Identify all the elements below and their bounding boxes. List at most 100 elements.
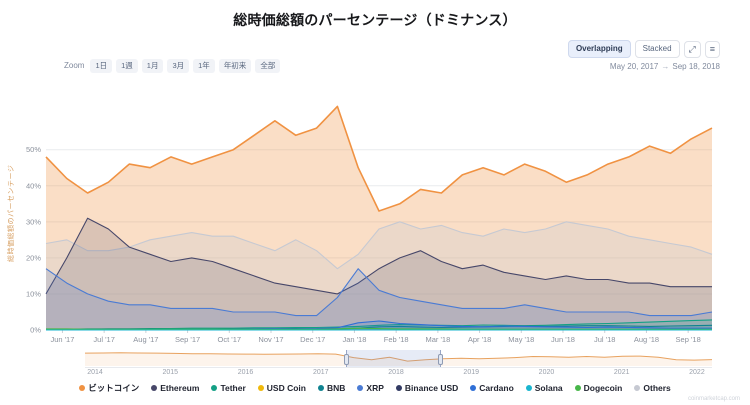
zoom-option-年初来[interactable]: 年初来 xyxy=(218,59,252,73)
legend-label: Solana xyxy=(534,383,563,393)
series-line[interactable] xyxy=(45,221,713,270)
legend-label: Tether xyxy=(220,383,246,393)
zoom-controls: Zoom 1日 1週 1月 3月 1年 年初来 全部 xyxy=(64,59,281,73)
y-tick-label: 0% xyxy=(30,326,41,335)
stacked-button[interactable]: Stacked xyxy=(634,40,680,58)
legend-label: USD Coin xyxy=(266,383,306,393)
x-tick-label: Jun '18 xyxy=(551,335,575,344)
legend-label: Ethereum xyxy=(160,383,200,393)
legend-label: Dogecoin xyxy=(583,383,623,393)
x-tick-label: Apr '18 xyxy=(468,335,492,344)
chart-mode-buttons: Overlapping Stacked ⤢ ≡ xyxy=(567,40,720,58)
x-tick-label: Oct '17 xyxy=(218,335,242,344)
zoom-option-1日[interactable]: 1日 xyxy=(90,59,113,73)
nav-handle-right-icon[interactable] xyxy=(438,354,444,365)
series-area xyxy=(46,221,712,330)
y-tick-label: 40% xyxy=(26,181,41,190)
nav-year-label: 2022 xyxy=(689,369,705,376)
legend-item[interactable]: Tether xyxy=(211,383,246,393)
legend-dot-icon xyxy=(79,385,86,391)
y-tick-label: 50% xyxy=(26,145,41,154)
legend-dot-icon xyxy=(211,385,218,391)
legend-dot-icon xyxy=(470,385,477,391)
nav-years: 2014 2015 2016 2017 2018 2019 2020 2021 2022 xyxy=(85,369,712,379)
legend-dot-icon xyxy=(525,385,532,391)
nav-year-label: 2017 xyxy=(312,369,329,376)
series-area xyxy=(46,319,712,330)
series-line[interactable] xyxy=(45,268,713,317)
x-tick-label: Jun '17 xyxy=(50,335,74,344)
x-tick-label: Mar '18 xyxy=(425,335,450,344)
nav-selection[interactable] xyxy=(343,350,444,367)
legend-item[interactable]: USD Coin xyxy=(257,383,306,393)
dominance-chart[interactable]: 0% 10% 20% 30% 40% 50% Jun '17 Jul '17 Aug '17 Se… xyxy=(0,80,750,348)
series-area xyxy=(46,321,712,330)
y-tick-label: 20% xyxy=(26,253,41,262)
legend-item[interactable]: BNB xyxy=(318,383,345,393)
page-title: 総時価総額のパーセンテージ（ドミナンス） xyxy=(233,12,517,28)
series-line[interactable] xyxy=(45,217,712,295)
legend-item[interactable]: Cardano xyxy=(470,383,514,393)
legend-label: ビットコイン xyxy=(88,383,140,393)
zoom-option-1月[interactable]: 1月 xyxy=(141,59,164,73)
legend-label: Cardano xyxy=(479,383,514,393)
y-tick-label: 30% xyxy=(26,217,41,226)
legend-label: XRP xyxy=(366,383,384,393)
series-area xyxy=(46,268,712,330)
legend-dot-icon xyxy=(357,385,364,391)
legend-item[interactable]: Binance USD xyxy=(395,383,459,393)
zoom-option-3月[interactable]: 3月 xyxy=(167,59,190,73)
series-line[interactable] xyxy=(45,105,713,212)
legend-item[interactable]: Dogecoin xyxy=(574,383,623,393)
x-tick-label: Aug '18 xyxy=(634,335,659,344)
legend-dot-icon xyxy=(574,385,581,391)
x-tick-label: May '18 xyxy=(508,335,534,344)
legend-label: Others xyxy=(643,383,671,393)
zoom-option-1週[interactable]: 1週 xyxy=(116,59,138,73)
zoom-option-1年[interactable]: 1年 xyxy=(193,59,215,73)
x-tick-label: Nov '17 xyxy=(258,335,283,344)
legend-item[interactable]: ビットコイン xyxy=(79,382,139,394)
legend-label: Binance USD xyxy=(404,383,459,393)
x-tick-label: Jul '17 xyxy=(93,335,114,344)
range-start-date[interactable]: May 20, 2017 xyxy=(609,62,659,71)
nav-year-label: 2018 xyxy=(388,369,404,376)
nav-year-label: 2019 xyxy=(463,369,480,376)
legend-item[interactable]: Solana xyxy=(525,383,563,393)
range-end-date[interactable]: Sep 18, 2018 xyxy=(672,62,720,71)
legend-item[interactable]: Ethereum xyxy=(151,383,199,393)
overlapping-button[interactable]: Overlapping xyxy=(567,40,631,58)
nav-year-label: 2014 xyxy=(87,369,103,376)
nav-year-label: 2015 xyxy=(162,369,179,376)
legend-dot-icon xyxy=(634,385,641,391)
legend: ビットコイン Ethereum Tether USD Coin BNB XRP Binanc… xyxy=(0,382,750,394)
x-tick-label: Aug '17 xyxy=(133,335,158,344)
x-tick-label: Jan '18 xyxy=(342,335,366,344)
zoom-option-全部[interactable]: 全部 xyxy=(255,59,281,73)
x-tick-label: Jul '18 xyxy=(594,335,615,344)
nav-year-label: 2016 xyxy=(237,369,254,376)
zoom-buttons: 1日 1週 1月 3月 1年 年初来 全部 xyxy=(90,59,281,73)
legend-dot-icon xyxy=(257,385,264,391)
fullscreen-icon[interactable]: ⤢ xyxy=(683,40,701,58)
legend-dot-icon xyxy=(395,385,402,391)
legend-dot-icon xyxy=(151,385,158,391)
export-menu-icon[interactable]: ≡ xyxy=(704,40,720,58)
series-area xyxy=(46,106,712,331)
nav-year-label: 2020 xyxy=(538,369,555,376)
y-tick-label: 10% xyxy=(26,289,41,298)
x-tick-label: Dec '17 xyxy=(300,335,325,344)
legend-item[interactable]: XRP xyxy=(357,383,384,393)
x-tick-label: Sep '18 xyxy=(676,335,701,344)
zoom-label: Zoom xyxy=(64,61,85,71)
legend-dot-icon xyxy=(318,385,324,391)
series-line[interactable] xyxy=(46,327,712,330)
navigator[interactable] xyxy=(85,350,712,368)
nav-handle-left-icon[interactable] xyxy=(343,354,349,365)
navigator-chart xyxy=(85,352,712,366)
x-tick-label: Sep '17 xyxy=(175,335,200,344)
range-arrow-icon: → xyxy=(661,62,670,71)
legend-item[interactable]: Others xyxy=(634,383,671,393)
watermark: coinmarketcap.com xyxy=(687,396,740,402)
